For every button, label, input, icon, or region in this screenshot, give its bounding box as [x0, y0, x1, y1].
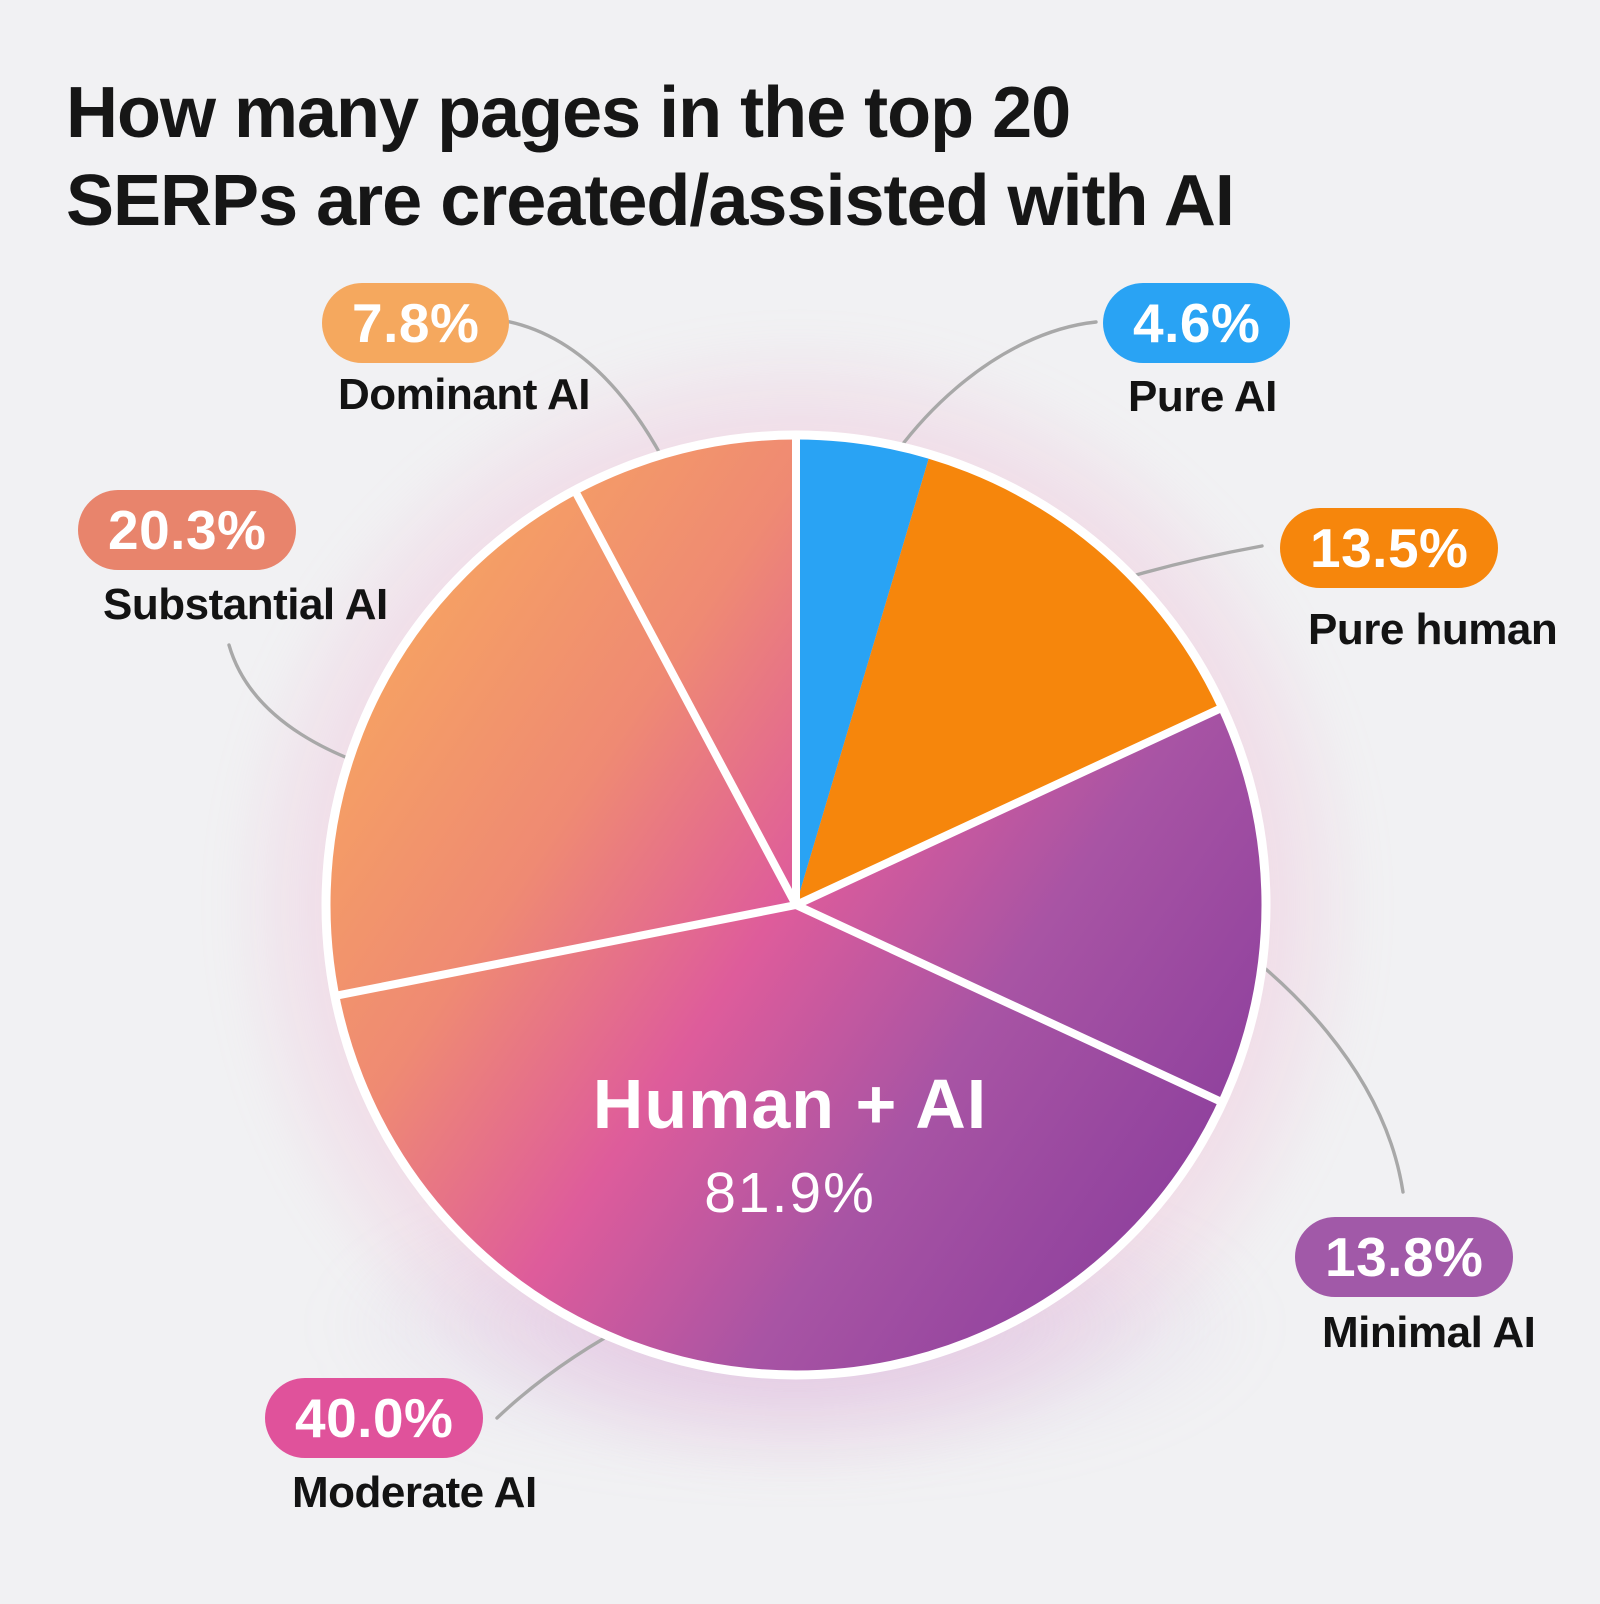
- center-group-value: 81.9%: [704, 1161, 876, 1225]
- slice-divider-4: [332, 901, 800, 1000]
- chart-title: How many pages in the top 20 SERPs are c…: [66, 70, 1386, 246]
- slice-divider-3: [792, 901, 1225, 1106]
- pie-slice-pure-human: [796, 456, 1221, 905]
- pie-outline-ring: [321, 430, 1271, 1380]
- pie-slice-pure-ai: [796, 437, 930, 905]
- chart-title-line2: SERPs are created/assisted with AI: [66, 160, 1235, 241]
- slice-label-pure-human: Pure human: [1308, 605, 1558, 654]
- pie-slice-dividers: [332, 433, 1225, 1106]
- pie-slice-moderate-ai: [336, 905, 1221, 1374]
- slice-label-minimal-ai: Minimal AI: [1322, 1308, 1536, 1357]
- center-group-label: Human + AI: [593, 1065, 987, 1143]
- slice-divider-5: [571, 488, 800, 909]
- pie-slice-dominant-ai: [575, 437, 796, 905]
- pie-slice-minimal-ai: [796, 708, 1264, 1102]
- slice-label-pure-ai: Pure AI: [1128, 372, 1277, 421]
- pie-slices: [328, 437, 1264, 1374]
- slice-divider-2: [792, 704, 1225, 909]
- value-badge-moderate-ai: 40.0%: [265, 1378, 484, 1458]
- value-badge-substantial-ai: 20.3%: [78, 490, 297, 570]
- slice-label-dominant-ai: Dominant AI: [338, 370, 590, 419]
- value-badge-pure-ai: 4.6%: [1103, 283, 1291, 363]
- value-badge-dominant-ai: 7.8%: [322, 283, 510, 363]
- slice-label-substantial-ai: Substantial AI: [103, 580, 388, 629]
- pie-slice-substantial-ai: [328, 492, 796, 996]
- slice-label-moderate-ai: Moderate AI: [292, 1468, 537, 1517]
- value-badge-pure-human: 13.5%: [1280, 508, 1499, 588]
- chart-title-line1: How many pages in the top 20: [66, 73, 1071, 153]
- value-badge-minimal-ai: 13.8%: [1295, 1217, 1514, 1297]
